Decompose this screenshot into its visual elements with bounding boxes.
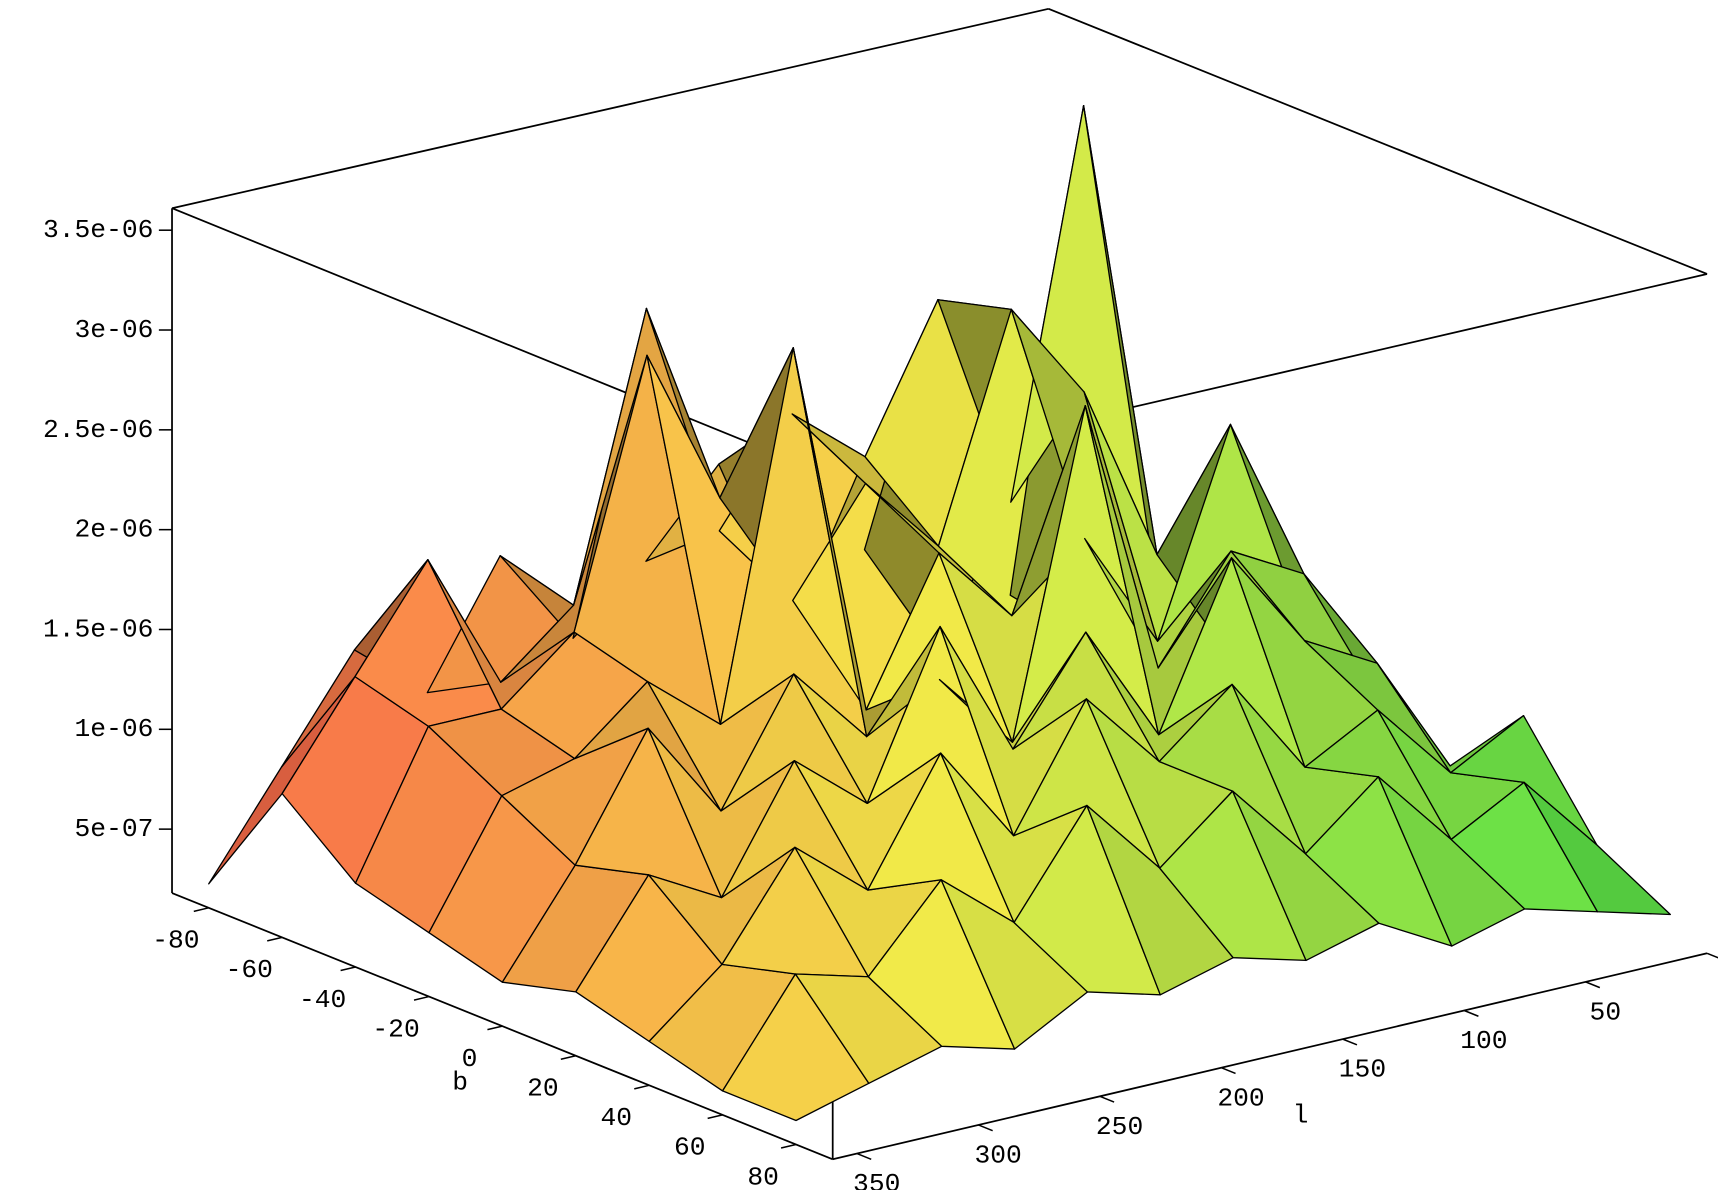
l-tick-label: 250 [1096, 1112, 1143, 1142]
z-tick-label: 5e-07 [75, 814, 154, 844]
b-tick [340, 966, 356, 972]
surface [208, 105, 1671, 1122]
l-tick [1706, 952, 1718, 959]
b-tick-label: -40 [299, 985, 346, 1015]
z-tick-label: 3.5e-06 [43, 215, 153, 245]
b-tick-label: 0 [462, 1044, 478, 1074]
b-tick [707, 1114, 723, 1120]
z-tick-label: 3e-06 [75, 315, 154, 345]
z-tick-label: 2.5e-06 [43, 415, 153, 445]
b-tick [193, 907, 209, 913]
l-tick [1099, 1095, 1115, 1103]
z-tick-label: 2e-06 [75, 515, 154, 545]
z-tick-label: 1e-06 [75, 714, 154, 744]
b-tick-label: -80 [152, 926, 199, 956]
l-tick [856, 1152, 872, 1160]
l-tick-label: 100 [1460, 1026, 1507, 1056]
l-tick [1221, 1067, 1236, 1075]
l-tick [1585, 981, 1601, 989]
b-tick-label: -60 [226, 955, 273, 985]
b-axis-label: b [452, 1068, 468, 1098]
b-tick [267, 936, 283, 942]
l-axis-label: l [1293, 1100, 1309, 1130]
l-tick [978, 1124, 993, 1132]
b-tick-label: -20 [372, 1014, 419, 1044]
l-tick-label: 150 [1339, 1055, 1386, 1085]
b-tick-label: 40 [601, 1103, 633, 1133]
z-tick-label: 1.5e-06 [43, 614, 153, 644]
box-edge [1048, 8, 1708, 275]
l-tick-label: 200 [1217, 1083, 1264, 1113]
l-tick [1463, 1009, 1479, 1017]
surface-patch [1523, 781, 1671, 916]
b-tick-label: 20 [527, 1074, 559, 1104]
l-tick-label: 350 [853, 1169, 900, 1190]
box-edge [171, 207, 834, 478]
b-tick [634, 1084, 650, 1090]
b-tick [413, 995, 430, 1001]
b-tick [560, 1054, 576, 1060]
l-tick [1342, 1038, 1358, 1046]
l-tick-label: 300 [974, 1141, 1021, 1171]
b-tick [780, 1143, 797, 1149]
l-tick-label: 50 [1590, 998, 1622, 1028]
box-edge [171, 7, 1049, 210]
b-tick [487, 1025, 503, 1031]
b-tick-label: 80 [747, 1162, 779, 1190]
b-tick-label: 60 [674, 1133, 706, 1163]
